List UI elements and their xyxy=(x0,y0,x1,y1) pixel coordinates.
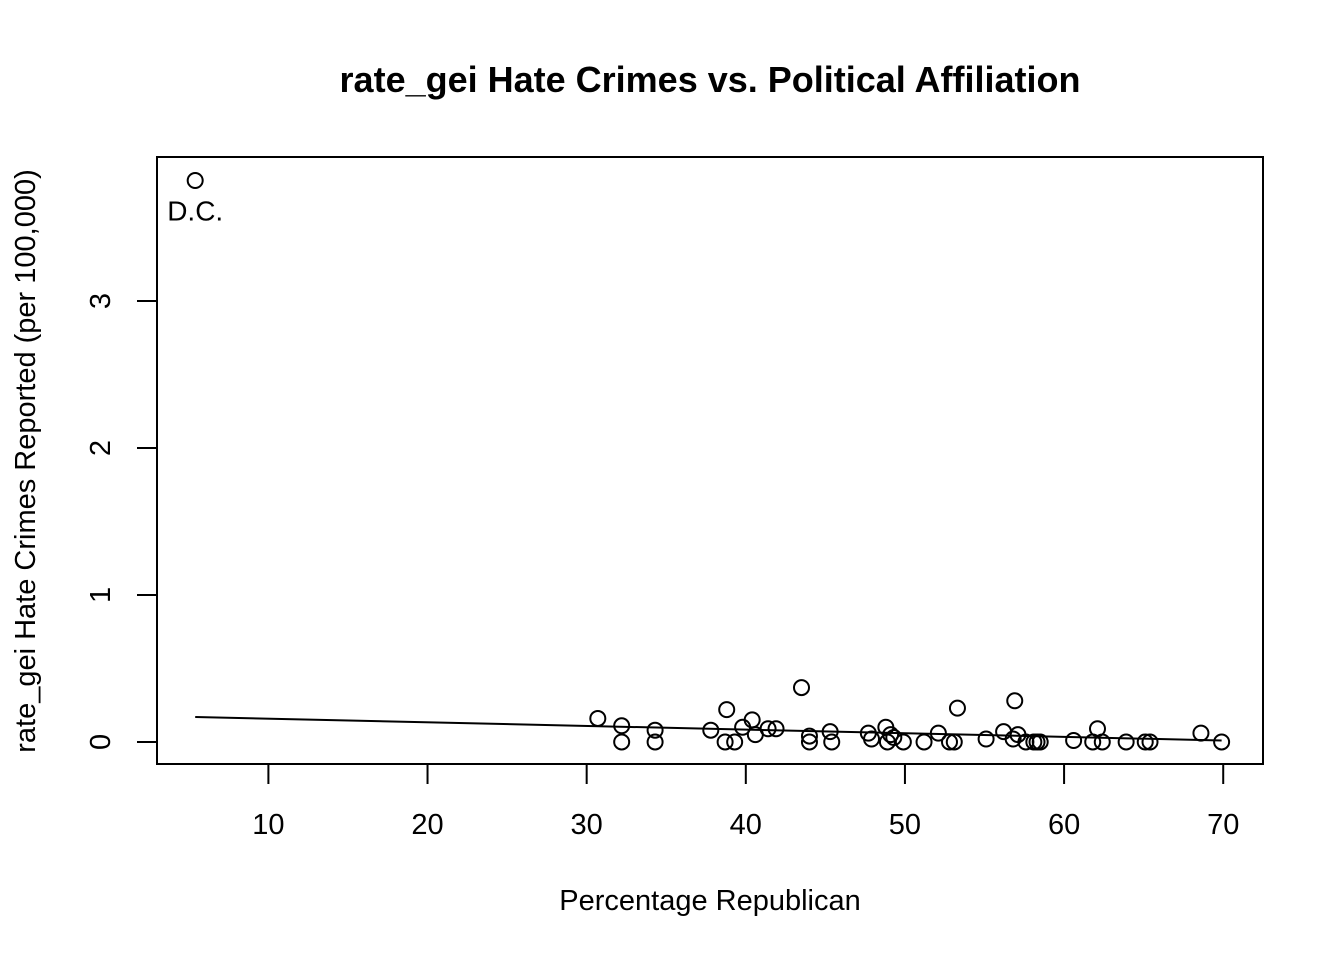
data-point xyxy=(1093,733,1111,751)
regression-line xyxy=(195,715,1222,742)
data-point xyxy=(793,679,811,697)
data-point xyxy=(885,729,903,747)
data-point xyxy=(995,723,1013,741)
data-point xyxy=(718,701,736,719)
y-tick-label: 1 xyxy=(85,587,117,603)
data-point xyxy=(948,699,966,717)
data-point xyxy=(613,717,631,735)
data-point xyxy=(1031,733,1049,751)
data-point xyxy=(1004,730,1022,748)
data-point xyxy=(1136,733,1154,751)
data-point xyxy=(646,721,664,739)
data-point xyxy=(759,720,777,738)
data-point xyxy=(863,730,881,748)
data-point xyxy=(743,711,761,729)
data-point xyxy=(1213,733,1231,751)
annotations: D.C. xyxy=(167,196,223,227)
x-tick-label: 40 xyxy=(730,809,762,841)
y-axis-label: rate_gei Hate Crimes Reported (per 100,0… xyxy=(10,169,42,753)
data-point xyxy=(823,733,841,751)
data-point xyxy=(977,730,995,748)
x-tick-label: 60 xyxy=(1048,809,1080,841)
data-point xyxy=(894,733,912,751)
data-point xyxy=(1006,692,1024,710)
x-tick-label: 50 xyxy=(889,809,921,841)
data-point xyxy=(646,733,664,751)
data-point xyxy=(716,733,734,751)
y-tick-label: 3 xyxy=(85,293,117,309)
data-point xyxy=(941,733,959,751)
data-point xyxy=(800,727,818,745)
y-tick-label: 0 xyxy=(85,734,117,750)
plot-frame xyxy=(156,156,1264,765)
chart-title: rate_gei Hate Crimes vs. Political Affil… xyxy=(340,59,1081,100)
data-point xyxy=(589,709,607,727)
data-point xyxy=(767,720,785,738)
data-point xyxy=(1141,733,1159,751)
data-point xyxy=(915,733,933,751)
y-axis: 0 1 2 3 xyxy=(85,293,158,750)
y-tick-label: 2 xyxy=(85,440,117,456)
x-tick-label: 10 xyxy=(252,809,284,841)
x-axis-label: Percentage Republican xyxy=(559,885,860,917)
data-point xyxy=(1192,724,1210,742)
x-tick-label: 70 xyxy=(1207,809,1239,841)
data-point xyxy=(800,733,818,751)
data-point xyxy=(726,733,744,751)
data-point xyxy=(1065,731,1083,749)
data-point xyxy=(702,721,720,739)
data-point xyxy=(945,733,963,751)
x-tick-label: 20 xyxy=(411,809,443,841)
data-point xyxy=(1117,733,1135,751)
data-point xyxy=(882,726,900,744)
data-points xyxy=(186,172,1231,751)
x-axis: 10 20 30 40 50 60 70 xyxy=(252,763,1239,841)
data-point xyxy=(821,723,839,741)
point-annotation: D.C. xyxy=(167,196,223,227)
data-point xyxy=(186,172,204,190)
x-tick-label: 30 xyxy=(571,809,603,841)
data-point xyxy=(929,724,947,742)
data-point xyxy=(613,733,631,751)
